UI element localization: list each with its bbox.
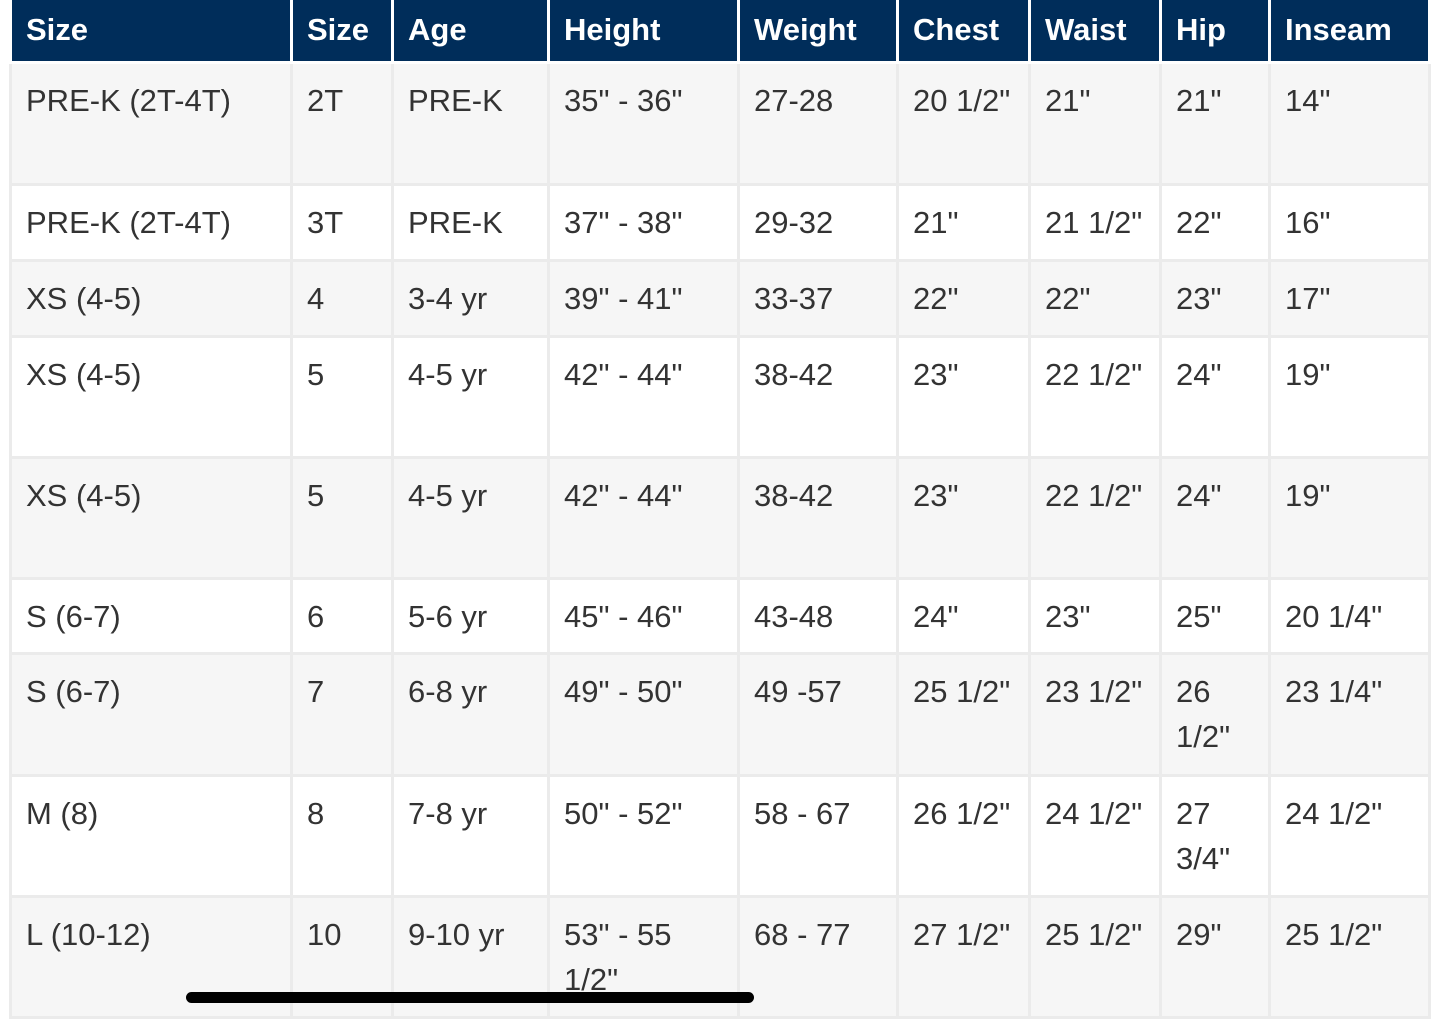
table-cell: 4 (290, 259, 394, 338)
table-cell: 27 3/4" (1159, 774, 1271, 898)
table-cell: 19" (1268, 456, 1431, 580)
table-cell: 6-8 yr (391, 652, 550, 777)
table-cell: 43-48 (737, 577, 899, 655)
table-row: M (8) 8 7-8 yr 50" - 52" 58 - 67 26 1/2" 24 1/… (9, 774, 1431, 898)
table-cell: 5-6 yr (391, 577, 550, 655)
table-row: XS (4-5) 5 4-5 yr 42" - 44" 38-42 23" 22 1/2" 2… (9, 456, 1431, 580)
table-cell: 45" - 46" (547, 577, 740, 655)
table-cell: 25" (1159, 577, 1271, 655)
table-cell: 25 1/2" (1268, 895, 1431, 1019)
column-header: Size (9, 0, 293, 64)
table-cell: 5 (290, 456, 394, 580)
table-cell: 16" (1268, 183, 1431, 262)
column-header: Weight (737, 0, 899, 64)
table-cell: 21" (896, 183, 1031, 262)
table-cell: 23 1/4" (1268, 652, 1431, 777)
table-cell: 39" - 41" (547, 259, 740, 338)
size-chart-table: Size Size Age Height Weight Chest Waist Hip Inse… (9, 0, 1431, 1019)
table-cell: 29-32 (737, 183, 899, 262)
table-cell: 49 -57 (737, 652, 899, 777)
table-row: XS (4-5) 5 4-5 yr 42" - 44" 38-42 23" 22 1/2" 2… (9, 335, 1431, 459)
table-cell: 29" (1159, 895, 1271, 1019)
column-header: Height (547, 0, 740, 64)
column-header: Chest (896, 0, 1031, 64)
table-cell: 25 1/2" (1028, 895, 1162, 1019)
table-cell: 20 1/2" (896, 61, 1031, 186)
table-cell: 19" (1268, 335, 1431, 459)
column-header: Size (290, 0, 394, 64)
table-cell: XS (4-5) (9, 456, 293, 580)
table-cell: 3T (290, 183, 394, 262)
table-cell: L (10-12) (9, 895, 293, 1019)
table-cell: 22" (1159, 183, 1271, 262)
table-cell: M (8) (9, 774, 293, 898)
header-row: Size Size Age Height Weight Chest Waist Hip Inse… (9, 0, 1431, 64)
table-cell: 23" (1028, 577, 1162, 655)
table-cell: 24 1/2" (1028, 774, 1162, 898)
table-cell: 24 1/2" (1268, 774, 1431, 898)
table-cell: 7 (290, 652, 394, 777)
table-cell: 27-28 (737, 61, 899, 186)
table-row: S (6-7) 6 5-6 yr 45" - 46" 43-48 24" 23" 25" 20 … (9, 577, 1431, 655)
table-cell: 5 (290, 335, 394, 459)
table-cell: 38-42 (737, 335, 899, 459)
table-cell: XS (4-5) (9, 259, 293, 338)
table-row: PRE-K (2T-4T) 2T PRE-K 35" - 36" 27-28 20 1/2… (9, 61, 1431, 186)
table-cell: 24" (1159, 335, 1271, 459)
table-cell: 37" - 38" (547, 183, 740, 262)
table-cell: 22" (896, 259, 1031, 338)
home-indicator (186, 992, 754, 1003)
table-cell: 23" (1159, 259, 1271, 338)
column-header: Waist (1028, 0, 1162, 64)
table-cell: PRE-K (2T-4T) (9, 61, 293, 186)
table-cell: 24" (896, 577, 1031, 655)
table-cell: 42" - 44" (547, 335, 740, 459)
table-cell: 21 1/2" (1028, 183, 1162, 262)
table-cell: 38-42 (737, 456, 899, 580)
table-cell: 21" (1159, 61, 1271, 186)
table-cell: XS (4-5) (9, 335, 293, 459)
table-cell: 68 - 77 (737, 895, 899, 1019)
table-cell: 7-8 yr (391, 774, 550, 898)
column-header: Age (391, 0, 550, 64)
table-cell: S (6-7) (9, 652, 293, 777)
table-cell: 24" (1159, 456, 1271, 580)
table-cell: 33-37 (737, 259, 899, 338)
table-cell: 25 1/2" (896, 652, 1031, 777)
table-cell: 3-4 yr (391, 259, 550, 338)
table-cell: 8 (290, 774, 394, 898)
table-cell: 22 1/2" (1028, 335, 1162, 459)
table-cell: 23 1/2" (1028, 652, 1162, 777)
table-row: XS (4-5) 4 3-4 yr 39" - 41" 33-37 22" 22" 23" 17… (9, 259, 1431, 338)
column-header: Hip (1159, 0, 1271, 64)
table-cell: 4-5 yr (391, 335, 550, 459)
table-cell: 23" (896, 335, 1031, 459)
table-cell: 26 1/2" (896, 774, 1031, 898)
table-cell: 17" (1268, 259, 1431, 338)
table-cell: 20 1/4" (1268, 577, 1431, 655)
table-cell: 21" (1028, 61, 1162, 186)
table-cell: 35" - 36" (547, 61, 740, 186)
table-cell: 42" - 44" (547, 456, 740, 580)
table-cell: 2T (290, 61, 394, 186)
table-cell: 23" (896, 456, 1031, 580)
table-cell: 58 - 67 (737, 774, 899, 898)
table-row: S (6-7) 7 6-8 yr 49" - 50" 49 -57 25 1/2" 23 1… (9, 652, 1431, 777)
table-cell: PRE-K (391, 183, 550, 262)
table-cell: 50" - 52" (547, 774, 740, 898)
table-cell: 6 (290, 577, 394, 655)
table-row: PRE-K (2T-4T) 3T PRE-K 37" - 38" 29-32 21" 21 … (9, 183, 1431, 262)
table-cell: 22" (1028, 259, 1162, 338)
table-cell: 49" - 50" (547, 652, 740, 777)
table-cell: 27 1/2" (896, 895, 1031, 1019)
table-cell: 14" (1268, 61, 1431, 186)
table-cell: 26 1/2" (1159, 652, 1271, 777)
column-header: Inseam (1268, 0, 1431, 64)
table-cell: PRE-K (2T-4T) (9, 183, 293, 262)
table-cell: 4-5 yr (391, 456, 550, 580)
table-cell: 22 1/2" (1028, 456, 1162, 580)
table-cell: S (6-7) (9, 577, 293, 655)
table-cell: PRE-K (391, 61, 550, 186)
